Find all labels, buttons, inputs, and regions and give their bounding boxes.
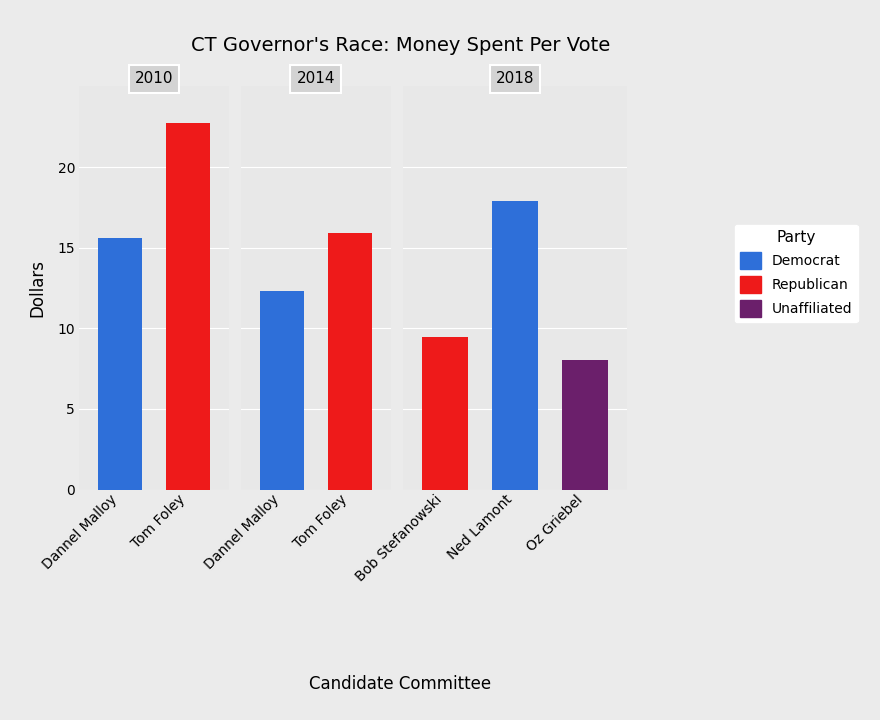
Bar (562, 360, 608, 490)
Text: Candidate Committee: Candidate Committee (310, 675, 491, 693)
Bar (166, 124, 210, 490)
Text: CT Governor's Race: Money Spent Per Vote: CT Governor's Race: Money Spent Per Vote (191, 36, 610, 55)
Bar (422, 337, 467, 490)
Title: 2018: 2018 (495, 71, 534, 86)
Bar (492, 201, 538, 490)
Title: 2010: 2010 (135, 71, 173, 86)
Legend: Democrat, Republican, Unaffiliated: Democrat, Republican, Unaffiliated (735, 225, 858, 323)
Bar (98, 238, 142, 490)
Bar (327, 233, 372, 490)
Title: 2014: 2014 (297, 71, 335, 86)
Y-axis label: Dollars: Dollars (28, 259, 47, 317)
Bar (260, 291, 304, 490)
